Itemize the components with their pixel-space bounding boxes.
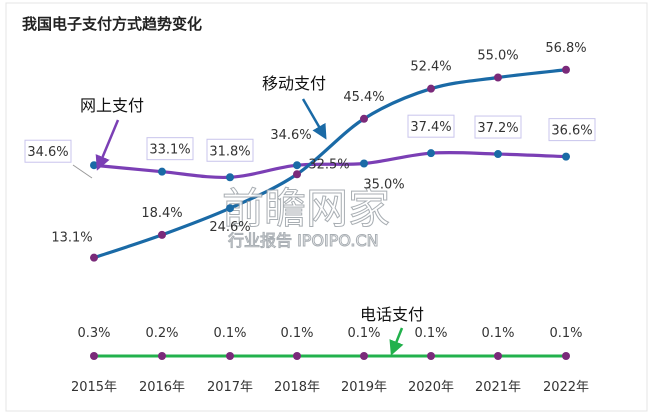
point-phone-3 [293, 352, 301, 360]
point-phone-1 [158, 352, 166, 360]
callout-phone-arrow [389, 327, 404, 356]
label-online-5: 37.4% [410, 120, 451, 135]
watermark-main: 前瞻网家 [222, 184, 390, 233]
callout-phone-label: 电话支付 [360, 305, 424, 324]
x-tick-0: 2015年 [71, 380, 117, 395]
label-online-6: 37.2% [477, 121, 518, 136]
label-box-online-7 [548, 118, 596, 142]
point-mobile-0 [90, 253, 98, 262]
leader-online-0 [72, 164, 93, 179]
label-box-online-1 [146, 137, 194, 161]
label-online-4: 35.0% [363, 178, 404, 193]
point-mobile-4 [360, 114, 368, 123]
x-tick-3: 2018年 [274, 380, 320, 395]
label-mobile-2: 24.6% [209, 220, 250, 235]
callout-mobile: 移动支付 [262, 74, 327, 140]
series-lines [92, 68, 568, 358]
label-mobile-1: 18.4% [141, 206, 182, 221]
x-tick-6: 2021年 [475, 380, 521, 395]
point-phone-5 [427, 352, 435, 360]
point-online-4 [360, 159, 368, 168]
label-box-online-5 [407, 114, 455, 138]
point-online-1 [158, 167, 166, 176]
x-tick-5: 2020年 [408, 380, 454, 395]
label-online-1: 33.1% [149, 143, 190, 158]
point-online-0 [90, 161, 98, 170]
point-mobile-5 [427, 84, 435, 93]
label-phone-7: 0.1% [549, 326, 582, 341]
label-online-7: 36.6% [551, 124, 592, 139]
x-tick-1: 2016年 [139, 380, 185, 395]
label-mobile-4: 45.4% [343, 90, 384, 105]
label-online-3: 34.6% [270, 128, 311, 143]
label-phone-1: 0.2% [145, 326, 178, 341]
point-online-3 [293, 161, 301, 170]
point-online-7 [562, 152, 570, 161]
point-phone-7 [562, 352, 570, 360]
label-phone-6: 0.1% [481, 326, 514, 341]
line-online [92, 150, 568, 180]
callout-phone: 电话支付 [360, 305, 424, 356]
label-mobile-0: 13.1% [51, 231, 92, 246]
label-phone-4: 0.1% [347, 326, 380, 341]
watermark: 前瞻网家 行业报告 IPOIPO.CN [222, 184, 391, 251]
x-tick-7: 2022年 [543, 380, 589, 395]
callout-online: 网上支付 [80, 96, 144, 171]
data-labels: 34.6% 33.1% 31.8% 34.6% 35.0% 37.4% 37.2% 36.6%… [24, 41, 596, 341]
x-tick-2: 2017年 [207, 380, 253, 395]
x-tick-4: 2019年 [341, 380, 387, 395]
callout-online-label: 网上支付 [80, 96, 144, 115]
point-online-6 [494, 150, 502, 159]
label-mobile-3: 32.5% [308, 157, 349, 172]
point-mobile-2 [226, 204, 234, 213]
label-online-2: 31.8% [209, 144, 250, 159]
point-phone-2 [226, 352, 234, 360]
label-online-0: 34.6% [27, 145, 68, 160]
point-mobile-6 [494, 73, 502, 82]
label-phone-0: 0.3% [77, 326, 110, 341]
point-mobile-1 [158, 230, 166, 239]
label-mobile-7: 56.8% [545, 41, 586, 56]
watermark-sub: 行业报告 IPOIPO.CN [228, 231, 379, 250]
label-mobile-6: 55.0% [477, 49, 518, 64]
line-mobile [92, 68, 568, 260]
point-online-2 [226, 173, 234, 182]
callout-mobile-label: 移动支付 [262, 74, 326, 93]
label-box-online-2 [206, 138, 254, 162]
label-phone-2: 0.1% [213, 326, 246, 341]
label-phone-5: 0.1% [414, 326, 447, 341]
label-mobile-5: 52.4% [410, 60, 451, 75]
point-phone-4 [360, 352, 368, 360]
point-online-5 [427, 149, 435, 158]
callout-mobile-arrow [301, 98, 327, 140]
point-phone-6 [494, 352, 502, 360]
point-mobile-3 [293, 170, 301, 179]
chart-title: 我国电子支付方式趋势变化 [22, 15, 202, 33]
label-phone-3: 0.1% [280, 326, 313, 341]
point-mobile-7 [562, 65, 570, 74]
label-box-online-0 [24, 139, 72, 163]
x-axis-ticks: 2015年 2016年 2017年 2018年 2019年 2020年 2021年 2022年 [71, 380, 589, 395]
point-phone-0 [90, 352, 98, 360]
callout-online-arrow [95, 119, 120, 171]
label-box-online-6 [474, 115, 522, 139]
